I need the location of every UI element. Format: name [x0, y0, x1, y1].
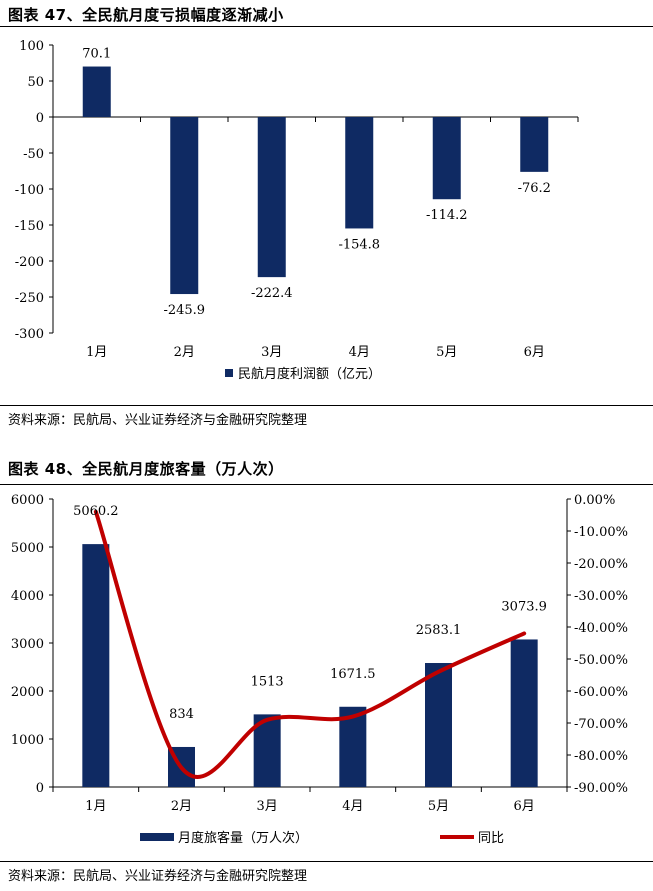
right-y-tick-label: -50.00%	[574, 653, 628, 668]
legend-swatch	[225, 369, 233, 377]
bar	[520, 117, 549, 172]
figure-48-top-rule	[0, 484, 653, 485]
left-y-tick-label: 6000	[11, 493, 44, 508]
x-tick-label: 3月	[261, 345, 282, 360]
figure-47-bottom-rule	[0, 405, 653, 406]
bar	[257, 117, 286, 278]
bar	[82, 66, 111, 117]
right-y-tick-label: -30.00%	[574, 589, 628, 604]
line-series	[93, 509, 527, 779]
figure-47-source: 资料来源：民航局、兴业证券经济与金融研究院整理	[8, 413, 308, 428]
figure-47-top-rule	[0, 26, 653, 27]
right-y-tick-label: -60.00%	[574, 685, 628, 700]
figure-48-combo-chart: 0 1000 2000 3000 4000 5000 6000 0.00% -10.00% -20…	[11, 493, 628, 846]
figure-48-title: 图表 48、全民航月度旅客量（万人次）	[8, 460, 284, 478]
x-tick-label: 6月	[524, 345, 545, 360]
left-y-tick-label: 0	[36, 781, 44, 796]
left-y-tick-label: 4000	[11, 589, 44, 604]
legend: 月度旅客量（万人次） 同比	[140, 830, 504, 846]
legend: 民航月度利润额（亿元）	[225, 366, 381, 382]
left-y-tick-label: 5000	[11, 541, 44, 556]
right-y-tick-label: 0.00%	[574, 493, 615, 508]
right-y-tick-label: -90.00%	[574, 781, 628, 796]
y-tick-label: -150	[15, 219, 44, 234]
bar	[170, 117, 199, 295]
chart-axes: 100 50 0 -50 -100 -150 -200 -250 -300 1月 2月 3月 4月 5月 6…	[15, 39, 579, 360]
legend-label: 民航月度利润额（亿元）	[238, 366, 381, 382]
data-label: 5060.2	[73, 504, 119, 519]
left-y-tick-label: 2000	[11, 685, 44, 700]
legend-swatch-bar	[140, 833, 174, 841]
right-y-tick-label: -80.00%	[574, 749, 628, 764]
bar	[345, 117, 374, 229]
x-tick-label: 2月	[174, 345, 195, 360]
left-y-tick-label: 3000	[11, 637, 44, 652]
data-label: 1513	[251, 674, 284, 689]
bar	[432, 117, 461, 200]
right-y-tick-label: -10.00%	[574, 525, 628, 540]
figure-48-source: 资料来源：民航局、兴业证券经济与金融研究院整理	[8, 869, 308, 884]
data-labels: 70.1 -245.9 -222.4 -154.8 -114.2 -76.2	[82, 47, 551, 319]
figure-47-bar-chart: 100 50 0 -50 -100 -150 -200 -250 -300 1月 2月 3月 4月 5月 6…	[15, 39, 579, 382]
x-tick-label: 6月	[514, 799, 535, 814]
data-label: -114.2	[426, 208, 468, 223]
x-tick-label: 1月	[86, 345, 107, 360]
bar	[510, 639, 538, 787]
bar	[425, 663, 452, 787]
data-label: 834	[169, 707, 194, 722]
right-y-tick-label: -20.00%	[574, 557, 628, 572]
x-tick-label: 5月	[436, 345, 457, 360]
y-tick-label: 0	[36, 111, 44, 126]
data-label: 3073.9	[501, 599, 547, 614]
y-tick-label: -250	[15, 291, 44, 306]
y-tick-label: -50	[23, 147, 44, 162]
data-label: 70.1	[82, 47, 111, 62]
chart-axes: 0 1000 2000 3000 4000 5000 6000 0.00% -10.00% -20…	[11, 493, 628, 814]
figure-47-title: 图表 47、全民航月度亏损幅度逐渐减小	[8, 6, 284, 24]
figure-48-bottom-rule	[0, 861, 653, 862]
bar-series	[82, 66, 549, 295]
bar	[82, 544, 110, 787]
right-y-tick-label: -70.00%	[574, 717, 628, 732]
y-tick-label: 100	[19, 39, 44, 54]
y-tick-label: -100	[15, 183, 44, 198]
y-tick-label: -200	[15, 255, 44, 270]
x-tick-label: 5月	[428, 799, 449, 814]
x-tick-label: 4月	[342, 799, 363, 814]
right-y-tick-label: -40.00%	[574, 621, 628, 636]
x-tick-label: 1月	[85, 799, 106, 814]
y-tick-label: -300	[15, 327, 44, 342]
left-y-tick-label: 1000	[11, 733, 44, 748]
data-label: 1671.5	[330, 667, 376, 682]
x-tick-label: 3月	[257, 799, 278, 814]
data-labels: 5060.2 834 1513 1671.5 2583.1 3073.9	[73, 504, 547, 722]
data-label: 2583.1	[416, 623, 462, 638]
yoy-line	[93, 509, 527, 779]
data-label: -222.4	[251, 286, 293, 301]
bar-series	[82, 544, 538, 787]
legend-label-line: 同比	[478, 831, 504, 846]
x-tick-label: 4月	[349, 345, 370, 360]
legend-label-bar: 月度旅客量（万人次）	[178, 830, 308, 846]
x-tick-label: 2月	[171, 799, 192, 814]
data-label: -76.2	[518, 181, 551, 196]
y-tick-label: 50	[27, 75, 44, 90]
data-label: -245.9	[163, 303, 205, 318]
data-label: -154.8	[338, 237, 380, 252]
